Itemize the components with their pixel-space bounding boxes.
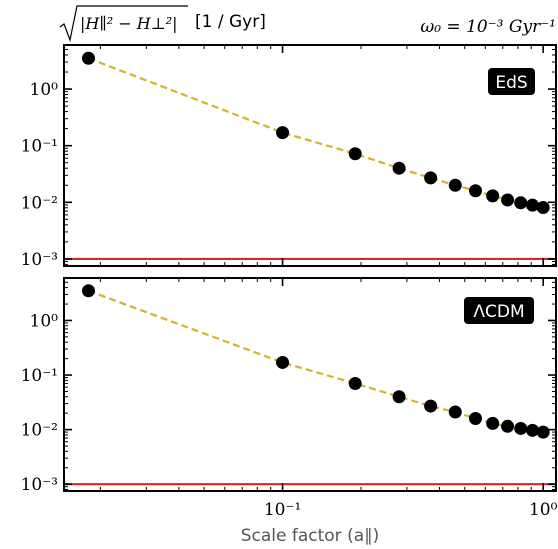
data-point [486,189,500,203]
y-tick-label: 10⁰ [30,80,59,100]
data-point [392,161,406,175]
y-tick-label: 10⁰ [30,311,59,331]
x-axis-label: Scale factor (a∥) [241,526,380,546]
y-tick-label: 10⁻³ [21,475,58,495]
data-point [501,193,515,207]
data-point [448,405,462,419]
data-point [469,411,483,425]
omega-label: ω₀ = 10⁻³ Gyr⁻¹ [420,17,556,37]
data-point [81,284,95,298]
data-point [424,171,438,185]
data-point [348,376,362,390]
panel-label-box: ΛCDM [464,297,534,324]
data-point [514,196,528,210]
y-tick-label: 10⁻² [21,193,58,213]
panel-frame [63,44,557,267]
panel-label-bg [464,297,534,324]
y-tick-label: 10⁻¹ [21,366,58,386]
data-point [424,399,438,413]
panel-label-box: EdS [488,68,535,95]
data-point [348,147,362,161]
units-label: [1 / Gyr] [195,12,266,32]
panel-label: ΛCDM [473,302,524,322]
sqrt-inner-text: |H∥² − H⊥²| [80,14,178,33]
data-point [486,416,500,430]
data-point [525,423,539,437]
data-point [276,126,290,140]
x-tick-label: 10⁰ [529,500,558,520]
data-point [501,419,515,433]
data-point [448,178,462,192]
data-point [536,200,550,214]
fit-dashed-line [88,57,544,209]
panel-label-bg [488,68,535,95]
sqrt-radical [59,5,188,43]
data-point [514,421,528,435]
y-tick-label: 10⁻² [21,421,58,441]
y-quantity-label: |H∥² − H⊥²| [1 / Gyr] [59,5,266,43]
data-point [392,390,406,404]
panel-lcdm: 10⁰ 10⁻¹ 10⁻² 10⁻³ 10⁻¹ 10⁰ ΛCDM [21,277,558,520]
data-point [469,184,483,198]
y-tick-label: 10⁻³ [21,250,58,270]
data-point [525,198,539,212]
panel-eds: 10⁰ 10⁻¹ 10⁻² 10⁻³ EdS [21,44,557,270]
x-tick-label: 10⁻¹ [264,500,301,520]
y-tick-label: 10⁻¹ [21,137,58,157]
data-point [276,355,290,369]
panel-label: EdS [495,73,527,93]
panel-frame [63,277,557,492]
data-point [81,51,95,65]
data-point [536,425,550,439]
